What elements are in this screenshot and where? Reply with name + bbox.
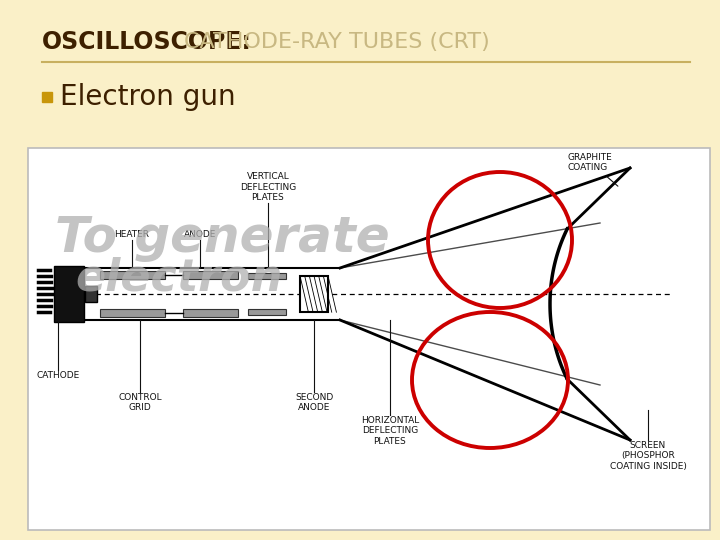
- Text: HEATER: HEATER: [114, 230, 150, 239]
- Bar: [183, 309, 238, 317]
- Text: electron: electron: [75, 256, 282, 300]
- Text: GRAPHITE
COATING: GRAPHITE COATING: [568, 153, 618, 186]
- Bar: [300, 276, 328, 312]
- Text: HORIZONTAL
DEFLECTING
PLATES: HORIZONTAL DEFLECTING PLATES: [361, 416, 419, 446]
- Text: CATHODE: CATHODE: [37, 371, 80, 380]
- Text: CONTROL
GRID: CONTROL GRID: [118, 393, 162, 413]
- Text: SCREEN
(PHOSPHOR
COATING INSIDE): SCREEN (PHOSPHOR COATING INSIDE): [610, 441, 686, 471]
- Text: To generate: To generate: [55, 214, 390, 262]
- Text: VERTICAL
DEFLECTING
PLATES: VERTICAL DEFLECTING PLATES: [240, 172, 296, 202]
- Text: CATHODE-RAY TUBES (CRT): CATHODE-RAY TUBES (CRT): [184, 32, 490, 52]
- Bar: [28, 148, 710, 530]
- Text: ANODE: ANODE: [184, 230, 216, 239]
- Text: Electron gun: Electron gun: [60, 83, 235, 111]
- Bar: [42, 92, 52, 102]
- Bar: [54, 266, 84, 322]
- Bar: [100, 309, 165, 317]
- Bar: [183, 271, 238, 279]
- Bar: [100, 271, 165, 279]
- Bar: [248, 309, 286, 315]
- Text: SECOND
ANODE: SECOND ANODE: [295, 393, 333, 413]
- Bar: [85, 286, 97, 302]
- Text: OSCILLOSCOPE:: OSCILLOSCOPE:: [42, 30, 252, 54]
- Bar: [248, 273, 286, 279]
